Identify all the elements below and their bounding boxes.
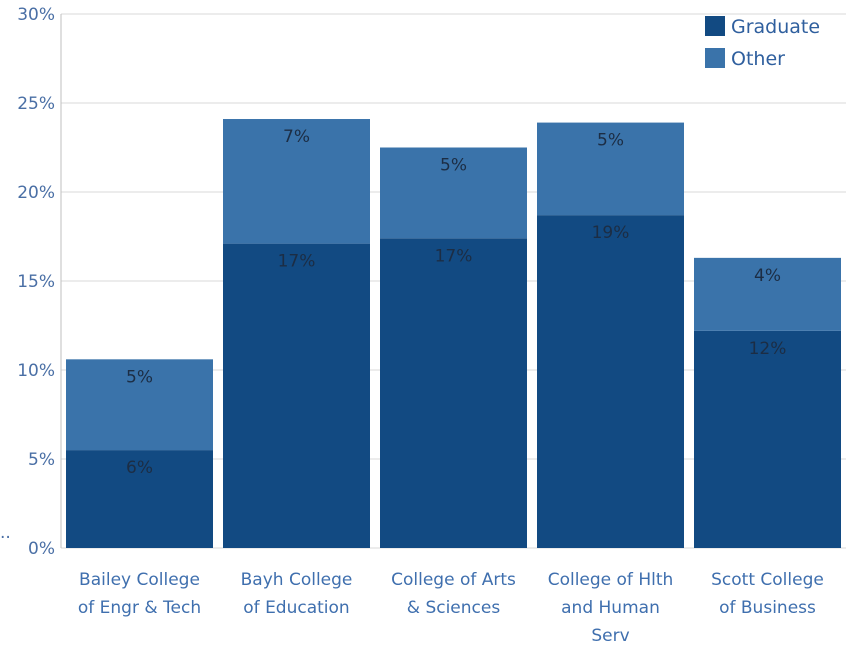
category-label: Serv bbox=[591, 626, 629, 646]
legend: Graduate Other bbox=[705, 16, 820, 70]
category-label: and Human bbox=[561, 598, 660, 618]
legend-label-graduate: Graduate bbox=[731, 16, 820, 38]
bars: 6% 5% 17% 7% 17% 5% 19% 5% 12% 4% bbox=[66, 119, 841, 548]
y-axis-ticks: 0% 5% 10% 15% 20% 25% 30% bbox=[17, 5, 55, 559]
data-label-other: 5% bbox=[597, 131, 624, 151]
data-label-other: 5% bbox=[126, 367, 153, 387]
bar-other-4 bbox=[694, 257, 841, 331]
category-label: Bailey College bbox=[79, 570, 200, 590]
category-label: College of Arts bbox=[391, 570, 516, 590]
x-axis-categories: Bailey College of Engr & Tech Bayh College… bbox=[78, 570, 824, 646]
bar-other-2 bbox=[380, 147, 527, 239]
category-label: & Sciences bbox=[407, 598, 501, 618]
y-tick-label: 20% bbox=[17, 183, 55, 203]
data-label-graduate: 17% bbox=[278, 252, 316, 272]
category-label: College of Hlth bbox=[548, 570, 674, 590]
y-tick-label: 30% bbox=[17, 5, 55, 25]
data-label-graduate: 19% bbox=[592, 223, 630, 243]
y-tick-label: 10% bbox=[17, 361, 55, 381]
bar-graduate-2 bbox=[380, 238, 527, 548]
category-label: of Business bbox=[719, 598, 816, 618]
bar-other-0 bbox=[66, 359, 213, 451]
bar-other-1 bbox=[223, 119, 370, 244]
legend-swatch-other bbox=[705, 48, 725, 68]
data-label-other: 4% bbox=[754, 266, 781, 286]
data-label-graduate: 17% bbox=[435, 246, 473, 266]
legend-swatch-graduate bbox=[705, 16, 725, 36]
data-label-other: 7% bbox=[283, 127, 310, 147]
data-label-graduate: 6% bbox=[126, 458, 153, 478]
bar-graduate-1 bbox=[223, 243, 370, 548]
y-tick-label: 5% bbox=[28, 450, 55, 470]
data-label-graduate: 12% bbox=[749, 339, 787, 359]
overflow-ellipsis: ·· bbox=[0, 528, 11, 548]
bar-other-3 bbox=[537, 122, 684, 216]
y-tick-label: 25% bbox=[17, 94, 55, 114]
y-tick-label: 0% bbox=[28, 539, 55, 559]
category-label: Bayh College bbox=[241, 570, 353, 590]
bar-graduate-3 bbox=[537, 215, 684, 548]
bar-graduate-4 bbox=[694, 330, 841, 548]
category-label: of Education bbox=[243, 598, 349, 618]
data-label-other: 5% bbox=[440, 156, 467, 176]
bar-graduate-0 bbox=[66, 450, 213, 548]
category-label: Scott College bbox=[711, 570, 824, 590]
y-tick-label: 15% bbox=[17, 272, 55, 292]
legend-label-other: Other bbox=[731, 48, 785, 70]
category-label: of Engr & Tech bbox=[78, 598, 201, 618]
